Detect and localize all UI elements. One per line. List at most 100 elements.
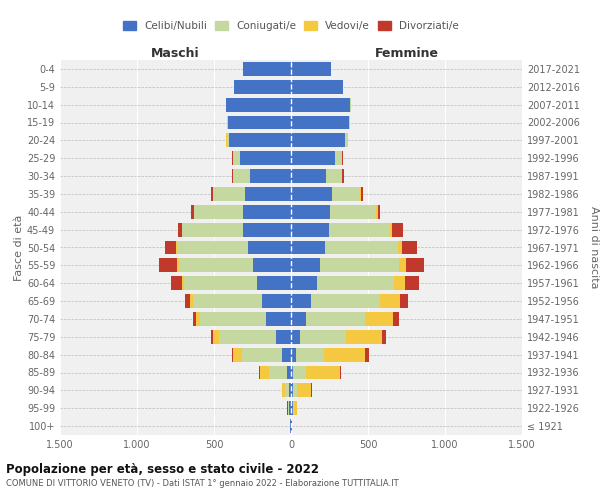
Bar [234, 80, 291, 94]
Bar [394, 276, 405, 290]
Text: Popolazione per età, sesso e stato civile - 2022: Popolazione per età, sesso e stato civil… [6, 462, 319, 475]
Bar [226, 134, 291, 147]
Bar [360, 187, 361, 201]
Bar [178, 222, 291, 236]
Bar [392, 222, 403, 236]
Bar [305, 312, 365, 326]
Bar [291, 348, 296, 362]
Bar [290, 419, 291, 433]
Bar [233, 348, 291, 362]
Bar [288, 401, 291, 415]
Bar [329, 222, 389, 236]
Y-axis label: Fasce di età: Fasce di età [14, 214, 24, 280]
Bar [234, 80, 291, 94]
Bar [266, 312, 291, 326]
Bar [232, 151, 291, 165]
Bar [228, 116, 291, 130]
Bar [234, 80, 291, 94]
Bar [248, 240, 291, 254]
Bar [253, 258, 291, 272]
Bar [291, 419, 292, 433]
Bar [290, 419, 291, 433]
Bar [242, 348, 291, 362]
Text: COMUNE DI VITTORIO VENETO (TV) - Dati ISTAT 1° gennaio 2022 - Elaborazione TUTTI: COMUNE DI VITTORIO VENETO (TV) - Dati IS… [6, 479, 398, 488]
Bar [291, 205, 330, 219]
Bar [245, 187, 291, 201]
Bar [282, 384, 291, 398]
Bar [291, 62, 331, 76]
Bar [226, 98, 291, 112]
Bar [291, 401, 293, 415]
Bar [293, 401, 294, 415]
Bar [389, 222, 392, 236]
Bar [291, 258, 320, 272]
Bar [346, 330, 382, 344]
Bar [330, 205, 376, 219]
Bar [289, 384, 291, 398]
Bar [179, 258, 291, 272]
Bar [332, 187, 360, 201]
Bar [234, 80, 291, 94]
Bar [262, 294, 291, 308]
Bar [402, 240, 418, 254]
Bar [287, 366, 291, 380]
Bar [243, 62, 291, 76]
Bar [233, 169, 291, 183]
Bar [211, 187, 291, 201]
Bar [193, 294, 291, 308]
Bar [377, 205, 380, 219]
Bar [200, 312, 291, 326]
Bar [290, 419, 291, 433]
Bar [291, 366, 293, 380]
Bar [233, 151, 291, 165]
Bar [165, 240, 291, 254]
Bar [399, 258, 406, 272]
Bar [320, 258, 399, 272]
Bar [291, 134, 345, 147]
Bar [291, 80, 343, 94]
Bar [243, 222, 291, 236]
Bar [227, 116, 291, 130]
Bar [406, 258, 424, 272]
Bar [259, 366, 291, 380]
Bar [243, 205, 291, 219]
Bar [291, 384, 293, 398]
Bar [226, 134, 291, 147]
Bar [170, 276, 291, 290]
Bar [191, 205, 291, 219]
Bar [226, 98, 291, 112]
Bar [398, 240, 402, 254]
Bar [349, 116, 350, 130]
Text: Maschi: Maschi [151, 47, 200, 60]
Bar [229, 134, 291, 147]
Bar [291, 151, 335, 165]
Bar [243, 62, 291, 76]
Bar [269, 366, 291, 380]
Bar [232, 169, 291, 183]
Bar [177, 240, 291, 254]
Bar [240, 151, 291, 165]
Bar [182, 276, 291, 290]
Bar [213, 187, 291, 201]
Bar [291, 294, 311, 308]
Bar [194, 205, 291, 219]
Bar [382, 330, 386, 344]
Bar [307, 366, 340, 380]
Bar [365, 312, 394, 326]
Bar [196, 312, 291, 326]
Bar [291, 222, 329, 236]
Bar [282, 384, 291, 398]
Bar [213, 330, 291, 344]
Bar [227, 134, 291, 147]
Bar [380, 294, 400, 308]
Bar [293, 366, 307, 380]
Bar [340, 366, 341, 380]
Bar [227, 116, 291, 130]
Bar [218, 330, 291, 344]
Bar [290, 419, 291, 433]
Bar [291, 169, 326, 183]
Bar [243, 62, 291, 76]
Bar [291, 312, 305, 326]
Bar [194, 205, 291, 219]
Legend: Celibi/Nubili, Coniugati/e, Vedovi/e, Divorziati/e: Celibi/Nubili, Coniugati/e, Vedovi/e, Di… [119, 16, 463, 35]
